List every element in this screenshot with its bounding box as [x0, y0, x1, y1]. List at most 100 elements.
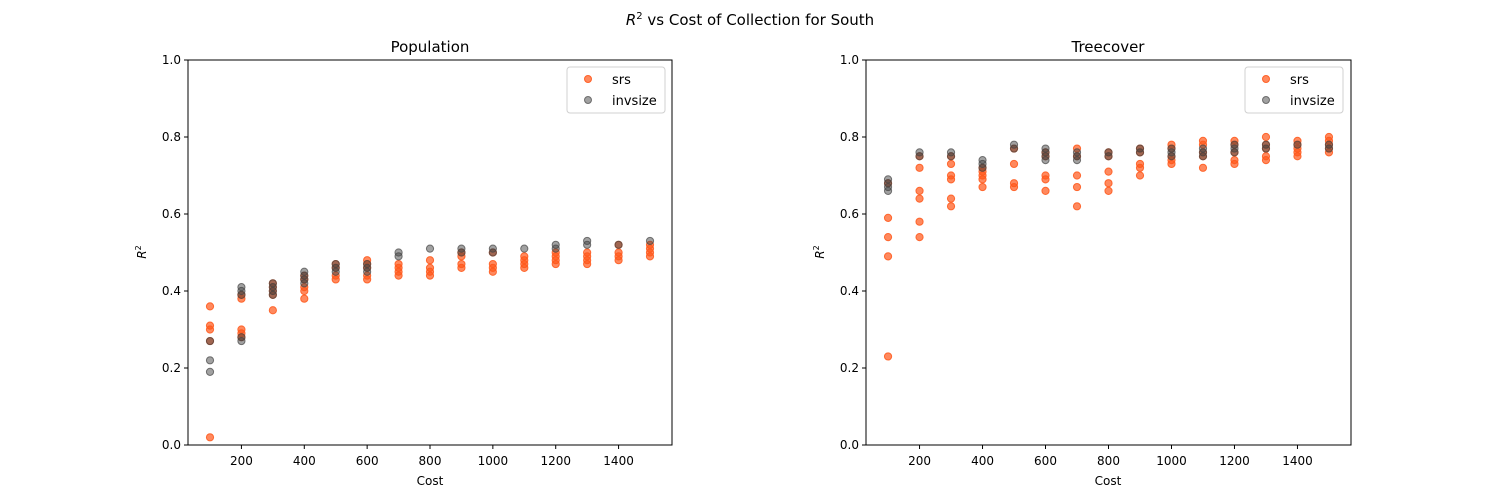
- treecover-srs-point: [946, 171, 956, 180]
- treecover-x-tick-label: 1000: [1156, 454, 1187, 468]
- population-srs-point: [583, 248, 592, 257]
- treecover-srs-point: [915, 217, 924, 226]
- population-y-axis-label: R2: [134, 245, 149, 258]
- treecover-invsize-point: [1167, 144, 1176, 153]
- treecover-invsize-point: [1293, 140, 1302, 149]
- population-srs-point: [394, 259, 403, 269]
- treecover-invsize-point: [915, 148, 924, 157]
- treecover-invsize-point: [883, 175, 893, 184]
- treecover-points: [883, 132, 1334, 361]
- population-x-tick-label: 200: [230, 454, 253, 468]
- treecover-srs-point: [1198, 136, 1208, 145]
- treecover-srs-point: [1072, 171, 1082, 180]
- population-y-tick-label: 0.4: [162, 284, 181, 298]
- population-x-axis-label: Cost: [417, 474, 444, 488]
- population-invsize-point: [394, 248, 403, 257]
- population-invsize-point: [425, 244, 435, 253]
- population-invsize-point: [268, 279, 277, 288]
- population-x-axis: 200 400 600 800 1000 1200 1400: [230, 445, 634, 468]
- figure-title: R2 vs Cost of Collection for South: [626, 11, 874, 29]
- population-y-axis-label-r: R: [135, 250, 149, 258]
- treecover-srs-point: [1261, 152, 1271, 161]
- treecover-srs-point: [883, 352, 893, 361]
- treecover-x-tick-label: 1200: [1219, 454, 1250, 468]
- treecover-invsize-point: [1135, 144, 1145, 153]
- treecover-y-tick-label: 0.6: [840, 207, 859, 221]
- treecover-invsize-point: [1104, 148, 1113, 157]
- population-invsize-point: [457, 244, 466, 253]
- population-legend-invsize-label: invsize: [612, 94, 657, 109]
- treecover-invsize-point: [1261, 140, 1271, 149]
- treecover-srs-point: [1104, 167, 1113, 176]
- population-x-tick-label: 800: [419, 454, 442, 468]
- treecover-invsize-point: [946, 148, 956, 157]
- treecover-invsize-point: [1230, 140, 1239, 149]
- population-invsize-point: [551, 240, 560, 249]
- treecover-legend-invsize-label: invsize: [1290, 94, 1335, 109]
- population-invsize-point: [300, 267, 309, 276]
- population-y-tick-label: 0.8: [162, 130, 181, 144]
- treecover-y-axis-label-r: R: [813, 250, 827, 258]
- treecover-srs-point: [1041, 186, 1050, 195]
- treecover-y-axis: 0.0 0.2 0.4 0.6 0.8 1.0: [840, 53, 866, 452]
- population-srs-point: [457, 259, 466, 269]
- population-invsize-point: [583, 236, 592, 246]
- population-legend-invsize-marker: [584, 96, 592, 104]
- treecover-srs-point: [1230, 156, 1239, 165]
- population-x-tick-label: 600: [356, 454, 379, 468]
- population-srs-point: [205, 433, 215, 442]
- treecover-x-tick-label: 800: [1097, 454, 1120, 468]
- treecover-srs-point: [1009, 159, 1019, 169]
- treecover-x-tick-label: 1400: [1282, 454, 1313, 468]
- treecover-y-tick-label: 1.0: [840, 53, 859, 67]
- treecover-x-tick-label: 400: [971, 454, 994, 468]
- treecover-legend: srs invsize: [1244, 66, 1344, 114]
- treecover-srs-point: [1324, 132, 1334, 142]
- treecover-srs-point: [978, 182, 987, 192]
- treecover-y-tick-label: 0.2: [840, 361, 859, 375]
- treecover-srs-point: [1041, 171, 1050, 180]
- population-invsize-point: [205, 336, 215, 346]
- treecover-srs-point: [1104, 186, 1113, 195]
- treecover-srs-point: [1135, 159, 1145, 169]
- treecover-srs-point: [1072, 182, 1082, 192]
- population-y-tick-label: 0.2: [162, 361, 181, 375]
- treecover-srs-point: [1261, 132, 1271, 142]
- population-legend-srs-label: srs: [612, 73, 631, 88]
- population-x-tick-label: 1400: [603, 454, 634, 468]
- treecover-srs-point: [1072, 202, 1082, 211]
- population-invsize-point: [237, 283, 246, 292]
- treecover-x-tick-label: 600: [1034, 454, 1057, 468]
- treecover-x-tick-label: 200: [908, 454, 931, 468]
- figure-title-r: R: [626, 11, 636, 29]
- population-invsize-point: [205, 367, 215, 376]
- population-invsize-point: [645, 236, 655, 246]
- population-x-tick-label: 1200: [540, 454, 571, 468]
- population-panel: Population 0.0 0.2 0.4 0.6 0.8 1.0 200 400 600 8…: [134, 38, 673, 488]
- population-panel-title: Population: [391, 38, 470, 56]
- population-srs-point: [488, 259, 497, 269]
- treecover-srs-point: [883, 233, 893, 242]
- treecover-srs-point: [1198, 163, 1208, 172]
- population-srs-point: [520, 252, 529, 261]
- population-legend: srs invsize: [566, 66, 666, 114]
- population-y-tick-label: 0.6: [162, 207, 181, 221]
- population-srs-point: [237, 325, 246, 334]
- treecover-srs-point: [915, 163, 924, 172]
- treecover-srs-point: [915, 194, 924, 203]
- figure-title-suffix: vs Cost of Collection for South: [643, 11, 875, 29]
- treecover-legend-invsize-marker: [1262, 96, 1270, 104]
- population-x-tick-label: 400: [293, 454, 316, 468]
- treecover-invsize-point: [978, 156, 987, 165]
- population-invsize-point: [205, 356, 215, 365]
- treecover-x-axis: 200 400 600 800 1000 1200 1400: [908, 445, 1313, 468]
- population-y-axis: 0.0 0.2 0.4 0.6 0.8 1.0: [162, 53, 188, 452]
- treecover-panel: Treecover 0.0 0.2 0.4 0.6 0.8 1.0 200 400 600 80…: [812, 38, 1352, 488]
- population-srs-point: [268, 306, 277, 315]
- treecover-invsize-point: [1072, 148, 1082, 157]
- treecover-y-tick-label: 0.0: [840, 438, 859, 452]
- treecover-srs-point: [1104, 179, 1113, 188]
- treecover-srs-point: [883, 213, 893, 222]
- treecover-srs-point: [883, 252, 893, 261]
